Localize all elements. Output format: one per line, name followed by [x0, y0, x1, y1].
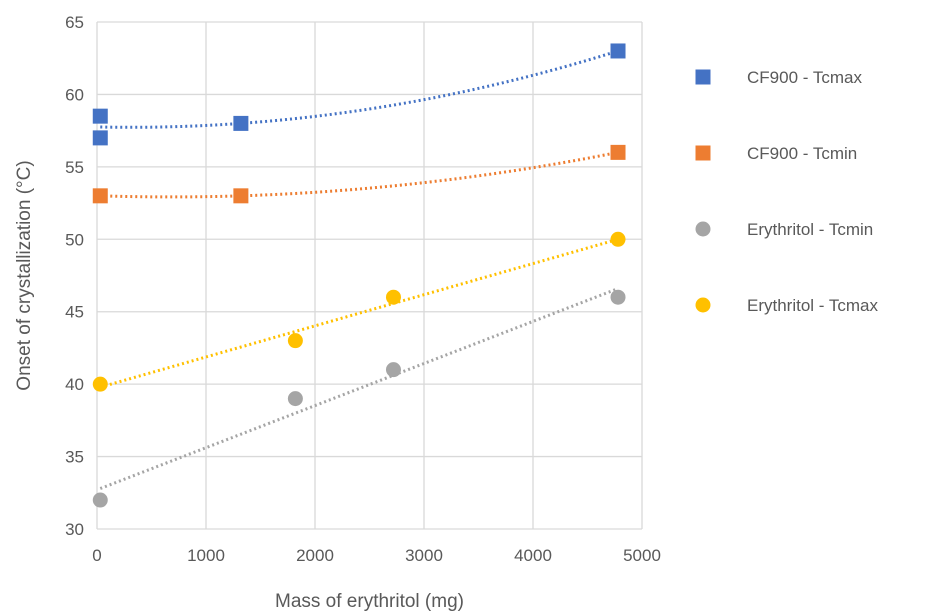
trendline — [100, 150, 619, 199]
x-axis-title: Mass of erythritol (mg) — [275, 591, 464, 612]
legend-marker — [695, 145, 711, 161]
y-tick-label: 60 — [65, 85, 84, 104]
data-point-square — [610, 144, 626, 160]
y-tick-label: 65 — [65, 13, 84, 32]
data-point-circle — [610, 231, 626, 247]
data-markers — [92, 43, 626, 508]
y-tick-label: 40 — [65, 375, 84, 394]
data-point-circle — [610, 289, 626, 305]
legend-label: CF900 - Tcmin — [747, 144, 857, 163]
gridlines — [96, 21, 643, 530]
data-point-circle — [385, 362, 401, 378]
trendline — [99, 287, 619, 490]
x-tick-label: 3000 — [405, 546, 443, 565]
trendlines — [99, 49, 619, 490]
data-point-circle — [385, 289, 401, 305]
x-tick-label: 2000 — [296, 546, 334, 565]
legend-marker — [695, 221, 711, 237]
legend-marker — [695, 69, 711, 85]
data-point-square — [610, 43, 626, 59]
data-point-circle — [92, 492, 108, 508]
data-point-circle — [287, 391, 303, 407]
y-tick-label: 45 — [65, 303, 84, 322]
data-point-square — [92, 188, 108, 204]
y-tick-label: 30 — [65, 520, 84, 539]
x-tick-label: 4000 — [514, 546, 552, 565]
y-tick-label: 35 — [65, 448, 84, 467]
data-point-square — [233, 115, 249, 131]
x-tick-label: 5000 — [623, 546, 661, 565]
data-point-square — [233, 188, 249, 204]
legend-marker — [695, 297, 711, 313]
y-axis-title: Onset of crystallization (°C) — [14, 160, 35, 390]
legend-label: CF900 - Tcmax — [747, 68, 862, 87]
legend: CF900 - Tcmax CF900 - Tcmin Erythritol - T… — [695, 68, 878, 315]
data-point-square — [92, 130, 108, 146]
x-tick-label: 0 — [92, 546, 101, 565]
tick-labels: 30 35 40 45 50 55 60 65 0 1000 2000 3000 4000 5000 — [65, 13, 661, 565]
x-tick-label: 1000 — [187, 546, 225, 565]
y-tick-label: 50 — [65, 230, 84, 249]
data-point-circle — [287, 333, 303, 349]
data-point-circle — [92, 376, 108, 392]
legend-label: Erythritol - Tcmin — [747, 220, 873, 239]
legend-label: Erythritol - Tcmax — [747, 296, 878, 315]
trendline — [100, 49, 619, 129]
y-tick-label: 55 — [65, 158, 84, 177]
data-point-square — [92, 108, 108, 124]
trendline — [99, 237, 619, 389]
